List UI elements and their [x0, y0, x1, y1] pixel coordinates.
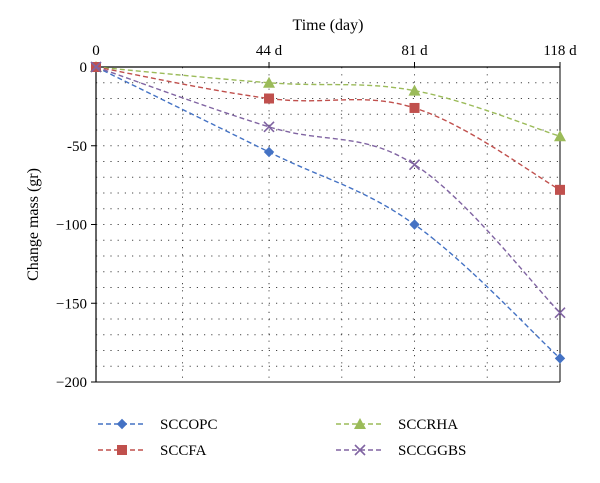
data-point [409, 102, 420, 113]
data-point [408, 159, 421, 171]
series-sccggbs [90, 61, 566, 319]
y-tick-label: −200 [56, 375, 87, 391]
data-point [554, 353, 566, 364]
x-tick-label: 118 d [543, 43, 577, 59]
y-tick-label: −100 [56, 218, 87, 234]
series-line [95, 66, 561, 137]
x-axis-title: Time (day) [293, 17, 364, 34]
x-tick-label: 0 [92, 43, 100, 59]
series-line [95, 66, 561, 359]
x-tick-label: 81 d [401, 43, 428, 59]
data-point [408, 84, 421, 96]
series-line [95, 66, 561, 314]
legend-item: SCCFA [98, 443, 207, 459]
grid [96, 67, 560, 382]
y-axis-title: Change mass (gr) [25, 168, 42, 281]
series-sccopc [90, 61, 566, 364]
axes [91, 62, 561, 383]
data-point [263, 76, 276, 88]
legend-marker [354, 444, 366, 456]
data-point [263, 121, 275, 133]
data-point [264, 93, 275, 104]
legend-label: SCCRHA [398, 417, 458, 433]
series-line [95, 66, 561, 191]
legend: SCCOPC SCCRHA SCCFA SCCGGBS [98, 417, 466, 459]
data-point [263, 146, 275, 158]
y-tick-label: -50 [67, 139, 87, 155]
series-layer [90, 61, 566, 364]
legend-item: SCCGGBS [336, 443, 466, 459]
legend-item: SCCRHA [336, 417, 458, 433]
legend-label: SCCGGBS [398, 443, 466, 459]
data-point [555, 184, 565, 195]
x-tick-label: 44 d [256, 43, 283, 59]
legend-label: SCCOPC [160, 417, 218, 433]
legend-item: SCCOPC [98, 417, 218, 433]
y-tick-label: 0 [80, 60, 88, 76]
data-point [554, 307, 566, 319]
legend-marker [117, 445, 127, 455]
y-tick-label: −150 [56, 296, 87, 312]
tick-labels: 0 44 d 81 d 118 d 0 -50 −100 −150 −200 [56, 43, 577, 391]
series-sccfa [91, 62, 565, 195]
data-point [90, 61, 102, 73]
legend-label: SCCFA [160, 443, 207, 459]
series-sccrha [90, 61, 566, 142]
data-point [554, 130, 566, 142]
legend-marker [354, 418, 366, 429]
legend-marker [116, 418, 128, 430]
data-point [409, 219, 420, 230]
